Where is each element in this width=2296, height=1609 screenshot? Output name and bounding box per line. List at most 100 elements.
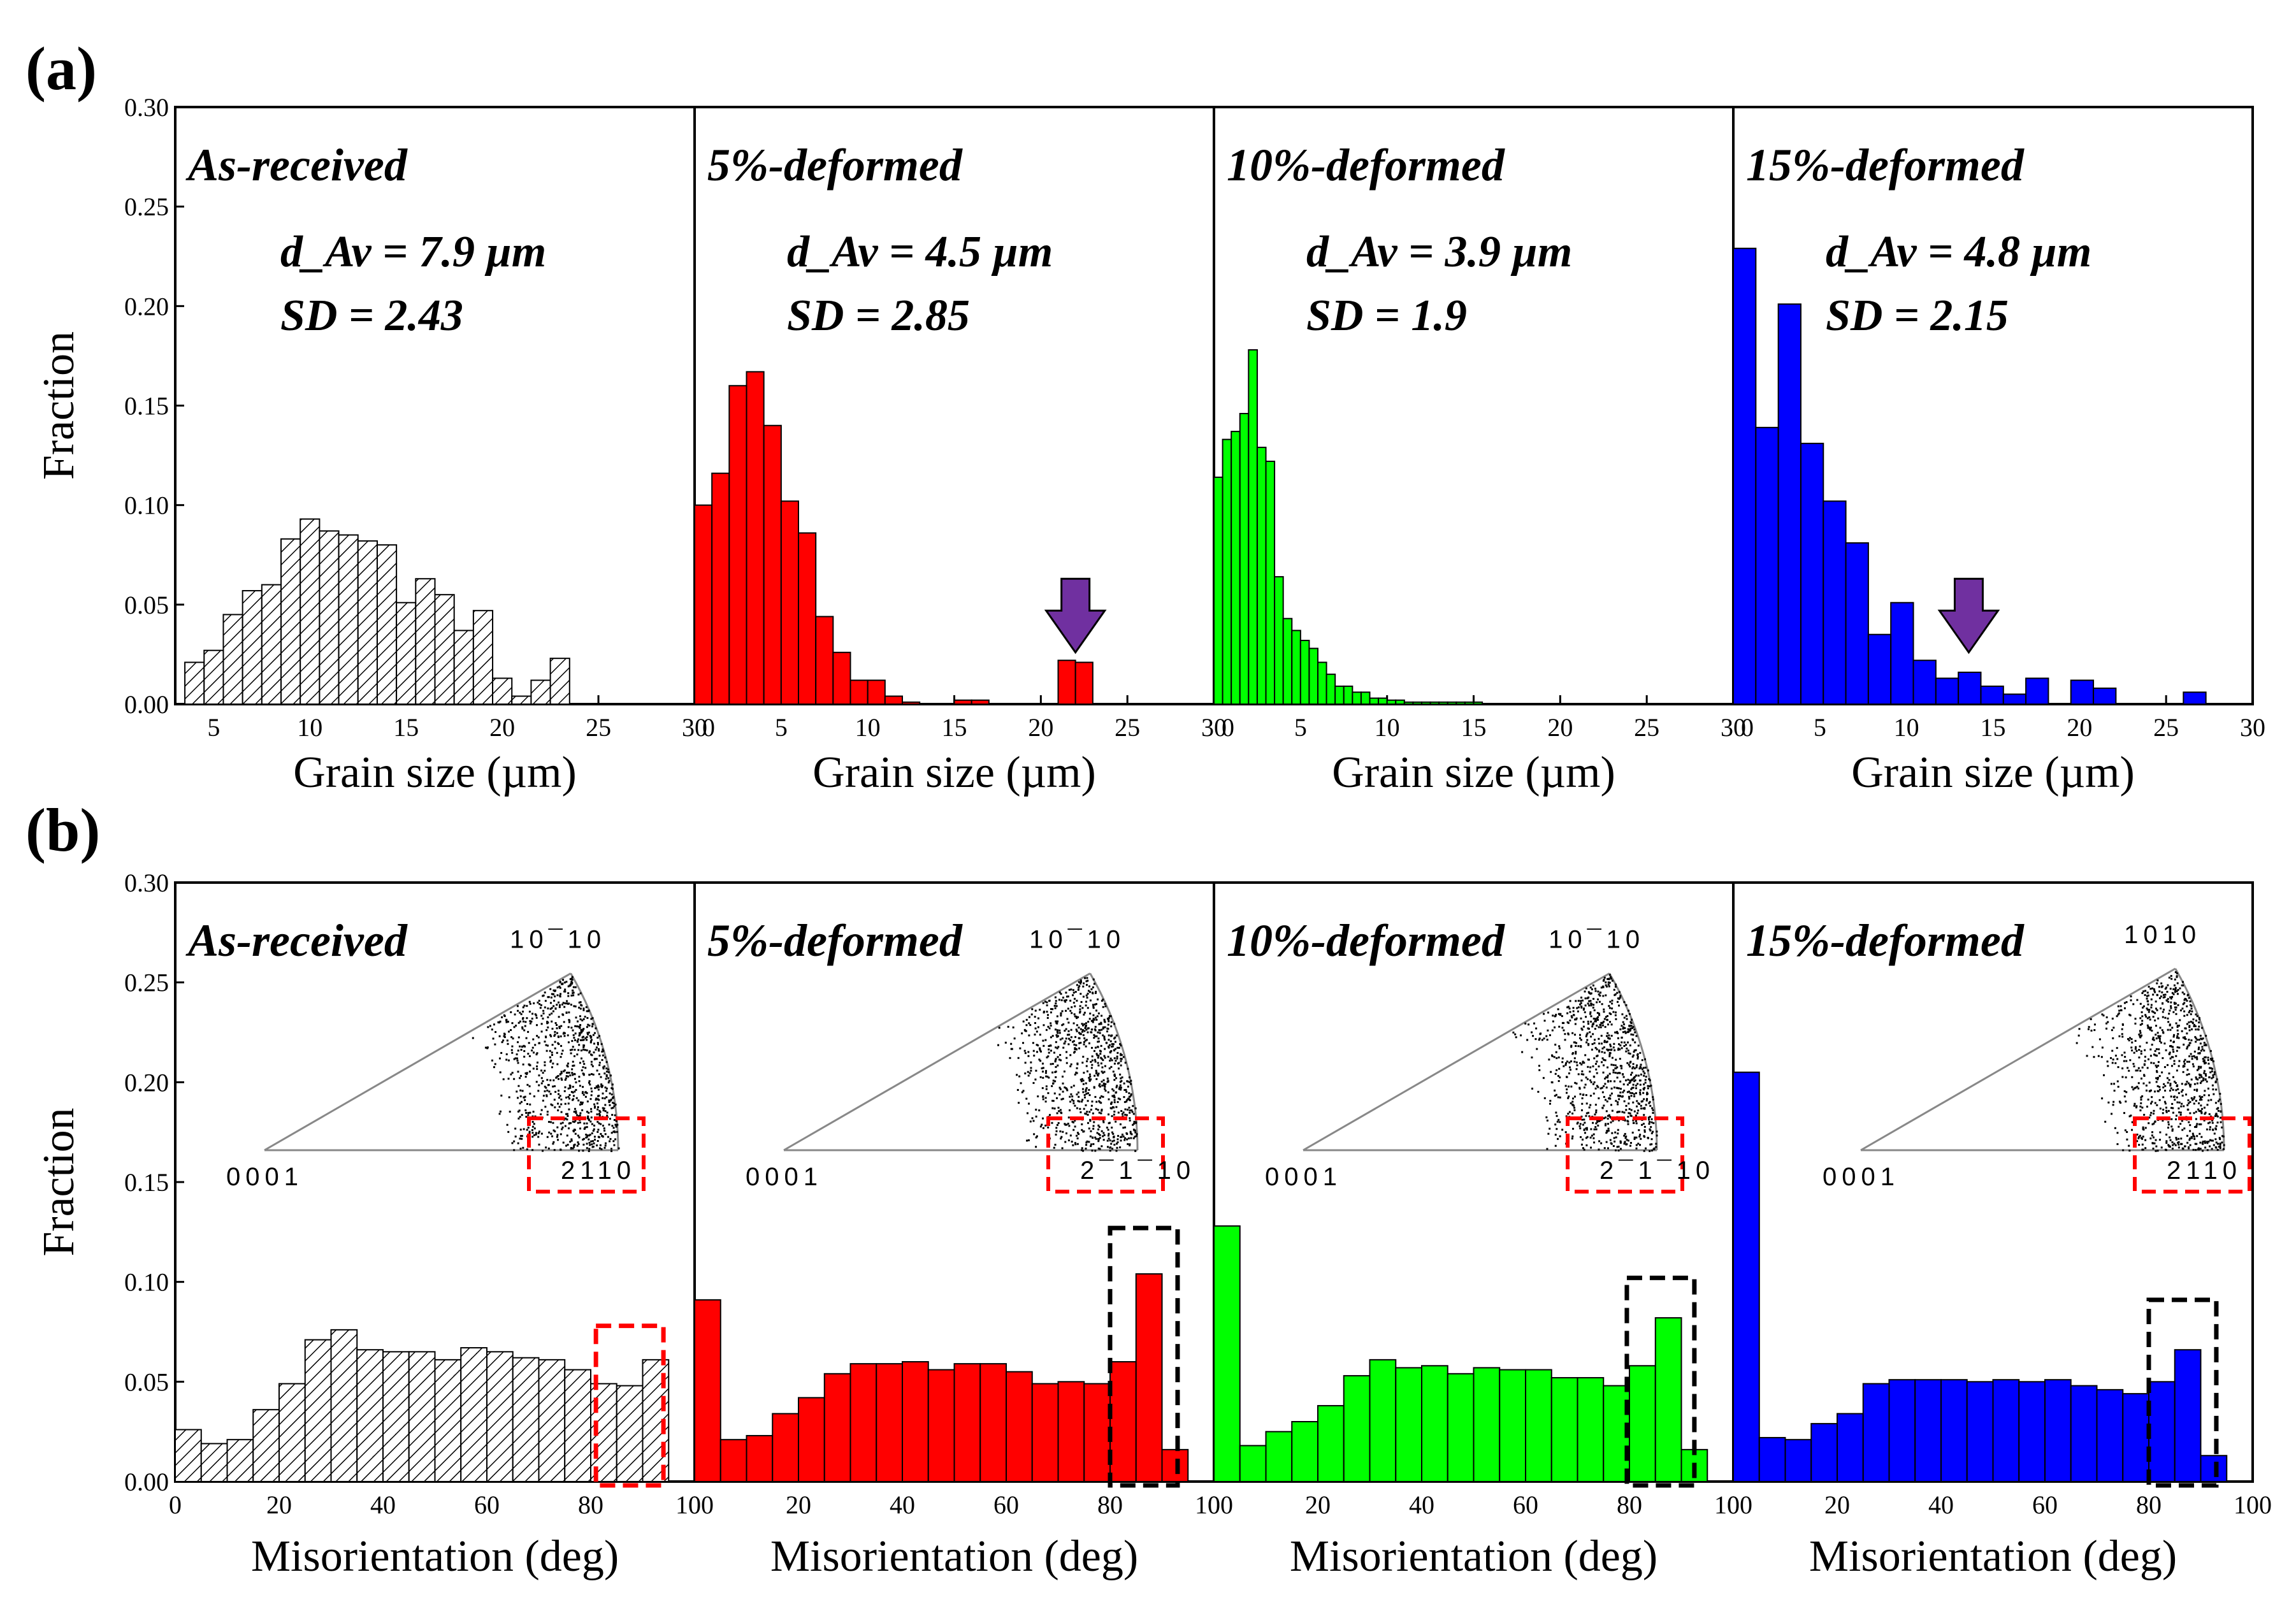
ipf-point: [1559, 1076, 1561, 1079]
ipf-point: [1106, 1018, 1109, 1020]
ipf-point: [1609, 1021, 1612, 1023]
ipf-point: [1590, 1128, 1592, 1130]
ipf-point: [1112, 1071, 1115, 1073]
ipf-point: [1009, 1057, 1011, 1059]
ipf-point: [603, 1127, 605, 1130]
ipf-point: [522, 1146, 524, 1149]
ipf-point: [2123, 1051, 2126, 1054]
ipf-point: [2183, 1065, 2185, 1067]
ipf-point: [1100, 1102, 1102, 1104]
ipf-point: [1625, 1014, 1628, 1017]
ipf-point: [1127, 1143, 1129, 1145]
ipf-point: [1596, 1012, 1599, 1014]
ipf-point: [2128, 1150, 2131, 1152]
ipf-point: [1556, 1115, 1558, 1117]
ipf-point: [1628, 1009, 1630, 1012]
ipf-point: [2148, 1027, 2151, 1029]
ipf-point: [1078, 1037, 1081, 1039]
ipf-point: [549, 1079, 552, 1081]
ipf-point: [1076, 1143, 1079, 1145]
ipf-point: [2161, 1029, 2163, 1032]
bar-b-2-17: [1654, 1317, 1682, 1482]
ipf-point: [1622, 1073, 1624, 1076]
ipf-point: [1635, 1085, 1637, 1087]
ipf-point: [1643, 1108, 1646, 1110]
ipf-point: [1122, 1127, 1125, 1129]
ipf-point: [537, 1090, 540, 1092]
ipf-point: [1076, 1062, 1079, 1065]
ipf-point: [586, 1035, 588, 1038]
ipf-point: [1596, 1001, 1598, 1004]
ipf-point: [564, 1102, 567, 1105]
ipf-point: [570, 1148, 572, 1150]
ipf-point: [1588, 1115, 1591, 1118]
ipf-point: [1630, 1109, 1633, 1111]
ipf-point: [1055, 1021, 1058, 1024]
ipf-point: [1113, 1099, 1116, 1101]
ipf-point: [1563, 1021, 1565, 1024]
y-tick-label: 0.15: [124, 392, 169, 421]
ipf-point: [1557, 1013, 1560, 1015]
ipf-point: [600, 1043, 603, 1045]
ipf-point: [1098, 1125, 1101, 1128]
y-axis-title: Fraction: [34, 331, 83, 480]
ipf-point: [1611, 999, 1614, 1002]
ipf-point: [2211, 1057, 2214, 1060]
ipf-point: [535, 1081, 538, 1083]
ipf-point: [571, 1072, 574, 1074]
ipf-point: [2177, 1025, 2180, 1027]
ipf-point: [2154, 1054, 2156, 1057]
ipf-point: [2177, 1033, 2179, 1035]
ipf-point: [2203, 1106, 2206, 1109]
ipf-point: [1638, 1067, 1641, 1070]
ipf-point: [2181, 1102, 2183, 1105]
ipf-point: [2149, 1018, 2151, 1021]
ipf-point: [2172, 1076, 2174, 1078]
ipf-point: [2202, 1141, 2204, 1143]
ipf-point: [2155, 1066, 2158, 1069]
ipf-point: [1090, 1130, 1092, 1132]
ipf-point: [1070, 1028, 1072, 1031]
ipf-point: [1603, 1104, 1605, 1107]
bar-b-3-5: [1862, 1383, 1890, 1482]
ipf-point: [538, 1042, 540, 1044]
ipf-point: [1584, 1011, 1586, 1014]
ipf-point: [1623, 1134, 1626, 1137]
ipf-point: [1645, 1147, 1647, 1150]
ipf-point: [1118, 1046, 1120, 1049]
ipf-point: [2191, 1137, 2193, 1139]
ipf-point: [569, 1086, 572, 1089]
ipf-point: [1622, 1026, 1625, 1028]
ipf-point: [1072, 1022, 1075, 1025]
ipf-point: [1116, 1141, 1119, 1144]
ipf-point: [2107, 1101, 2110, 1104]
ipf-point: [2116, 1047, 2118, 1050]
ipf-point: [1598, 1043, 1601, 1045]
ipf-point: [1632, 1034, 1635, 1036]
ipf-point: [2199, 1110, 2202, 1113]
ipf-point: [2158, 1075, 2161, 1078]
ipf-point: [2216, 1122, 2219, 1124]
ipf-point: [1095, 1069, 1097, 1072]
ipf-point: [2125, 1060, 2128, 1062]
ipf-point: [1030, 1013, 1033, 1016]
ipf-point: [552, 1122, 554, 1124]
ipf-point: [1064, 1030, 1066, 1032]
ipf-point: [2221, 1141, 2223, 1144]
bar-b-1-6: [849, 1363, 877, 1482]
ipf-point: [582, 1039, 585, 1041]
bar-b-3-7: [1914, 1379, 1942, 1482]
ipf-point: [584, 1067, 587, 1069]
ipf-point: [1632, 1026, 1635, 1028]
ipf-point: [1102, 1082, 1105, 1085]
ipf-point: [1649, 1129, 1652, 1132]
ipf-point: [1081, 1129, 1083, 1131]
ipf-point: [2203, 1094, 2206, 1097]
ipf-point: [551, 1054, 553, 1057]
ipf-point: [525, 1037, 528, 1039]
ipf-point: [2159, 1027, 2162, 1029]
ipf-point: [1055, 1130, 1058, 1132]
ipf-point: [592, 1145, 595, 1148]
ipf-point: [1097, 1128, 1100, 1130]
ipf-point: [568, 1127, 570, 1130]
